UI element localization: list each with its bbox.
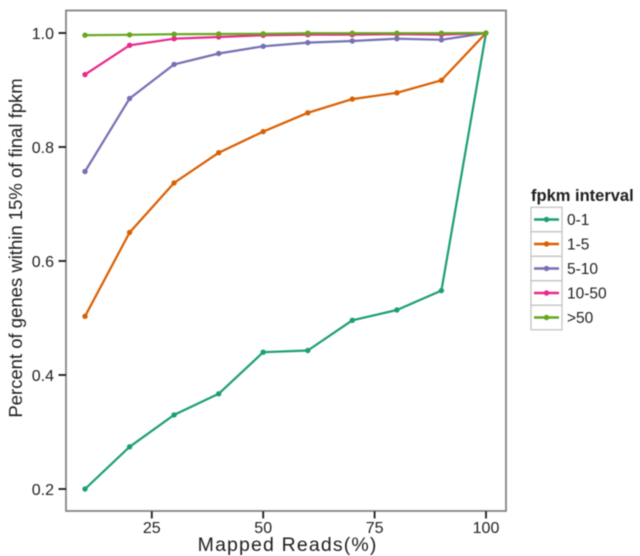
svg-text:Mapped Reads(%): Mapped Reads(%)	[198, 534, 378, 556]
svg-text:0.8: 0.8	[32, 140, 54, 157]
svg-text:100: 100	[473, 520, 500, 537]
svg-text:0.4: 0.4	[32, 368, 54, 385]
svg-text:1.0: 1.0	[32, 26, 54, 43]
svg-text:50: 50	[254, 520, 272, 537]
svg-text:25: 25	[143, 520, 161, 537]
svg-text:10-50: 10-50	[567, 286, 607, 303]
svg-text:0.2: 0.2	[32, 482, 54, 499]
svg-text:0.6: 0.6	[32, 254, 54, 271]
svg-text:5-10: 5-10	[567, 261, 598, 278]
svg-text:Percent of genes within 15% of: Percent of genes within 15% of final fpk…	[5, 78, 26, 417]
svg-text:>50: >50	[567, 310, 594, 327]
svg-text:75: 75	[366, 520, 384, 537]
svg-text:0-1: 0-1	[567, 212, 589, 229]
svg-text:fpkm interval: fpkm interval	[531, 187, 634, 205]
svg-text:1-5: 1-5	[567, 237, 589, 254]
